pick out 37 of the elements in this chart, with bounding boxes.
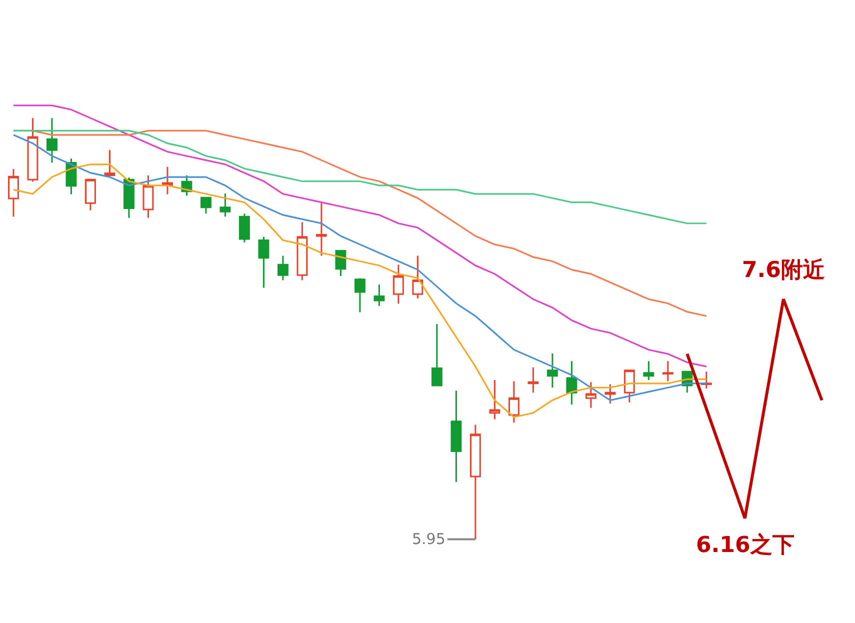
- candlestick: [566, 360, 578, 406]
- candlestick: [450, 390, 462, 483]
- candlestick: [624, 370, 635, 404]
- candlestick: [489, 379, 500, 420]
- candlestick: [27, 117, 38, 182]
- candlestick: [296, 221, 308, 281]
- candlestick: [277, 255, 288, 281]
- candlestick: [316, 202, 327, 257]
- candlestick: [412, 255, 424, 300]
- candlestick: [238, 212, 250, 244]
- candlestick: [700, 370, 712, 390]
- candlestick: [508, 380, 520, 424]
- candlestick: [643, 360, 654, 381]
- candlestick: [8, 168, 19, 218]
- candlestick: [528, 366, 539, 394]
- candlestick: [258, 236, 270, 289]
- candlestick: [200, 196, 212, 214]
- candlestick: [335, 250, 346, 277]
- candlestick: [354, 277, 366, 313]
- candlestick: [104, 149, 116, 176]
- candlestick: [662, 360, 674, 382]
- candlestick: [392, 264, 404, 305]
- candlestick: [604, 384, 616, 404]
- annotation: 6.16之下: [696, 532, 794, 558]
- candlestick: [470, 424, 481, 540]
- annotation: 7.6附近: [742, 258, 825, 283]
- candlestick: [374, 284, 385, 307]
- candlestick: [546, 352, 558, 388]
- candlestick: [124, 176, 134, 219]
- candlestick: [142, 174, 154, 219]
- candlestick: [85, 178, 96, 212]
- candlestick: [46, 117, 58, 164]
- candlestick: [431, 323, 442, 386]
- candlestick: [162, 166, 173, 196]
- annotation: 5.95: [412, 530, 446, 548]
- candlestick: [220, 192, 231, 218]
- candlestick: [585, 381, 596, 409]
